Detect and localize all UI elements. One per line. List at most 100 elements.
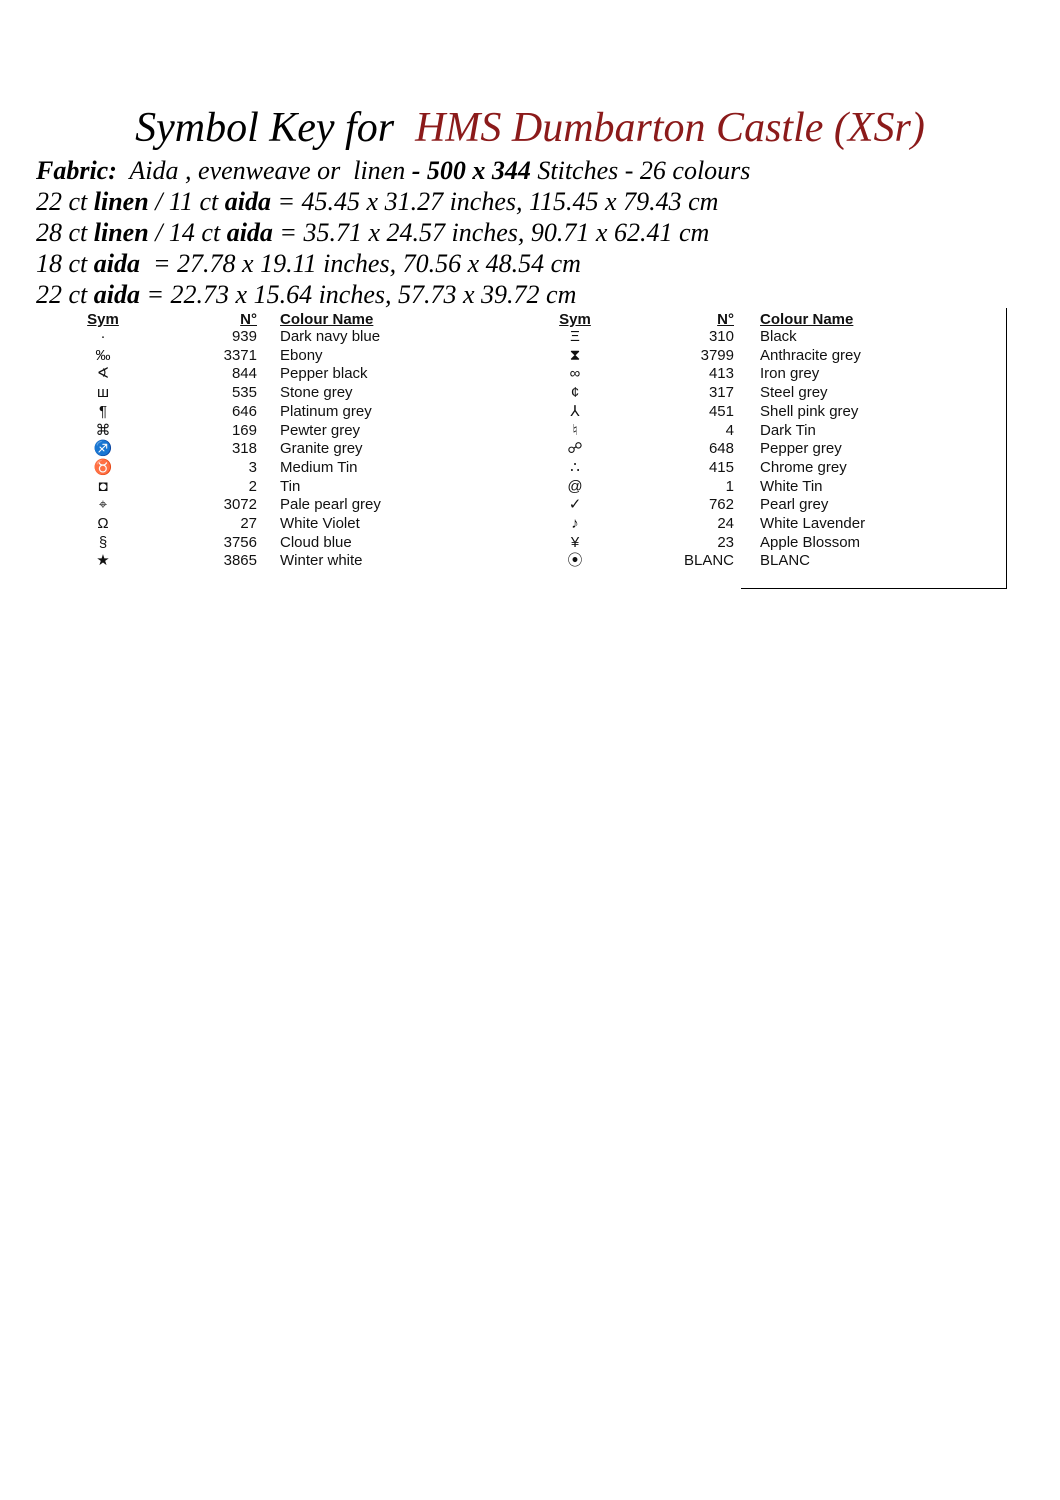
symbol: ♐ [93,440,113,458]
table-border [741,588,1007,589]
fabric-text: Aida , evenweave or linen [116,156,412,185]
symbol: ¢ [570,384,580,402]
floss-number: 646 [231,402,257,420]
colour-name: White Tin [760,477,823,495]
floss-number: 2 [248,477,257,495]
fabric-text: aida [93,280,140,309]
symbol: ш [96,384,110,402]
colour-name: Iron grey [760,365,820,383]
symbol: ♮ [572,421,578,439]
symbol: ∴ [570,458,580,476]
colour-name: White Lavender [760,515,866,532]
symbol: ☍ [567,440,583,458]
floss-number: 23 [717,533,734,551]
floss-number: 4 [725,421,734,439]
colour-name: Pepper grey [760,440,842,458]
symbol: ♉ [93,458,113,476]
colour-name: BLANC [760,552,811,570]
symbol: ‰ [95,346,111,364]
symbol: ★ [96,552,110,570]
floss-number: 415 [708,458,734,476]
colour-name: Pearl grey [760,496,829,514]
colour-name: Pale pearl grey [280,496,381,514]
fabric-line: 28 ct linen / 14 ct aida = 35.71 x 24.57… [36,218,709,248]
floss-number: 535 [231,384,257,402]
floss-number: 451 [708,402,734,420]
colour-name: Apple Blossom [760,533,861,551]
symbol: ∢ [96,365,110,383]
symbol: ¶ [98,402,108,420]
symbol: @ [567,477,583,495]
column-header: Colour Name [760,311,854,328]
fabric-text: = 45.45 x 31.27 inches, 115.45 x 79.43 c… [270,187,719,216]
symbol: ♪ [571,515,579,532]
symbol: Ω [97,515,109,532]
colour-name: Ebony [280,346,323,364]
column-header: Sym [87,311,119,328]
floss-number: 27 [240,515,257,532]
fabric-text: linen [93,187,149,216]
fabric-text: 22 ct [36,280,94,309]
fabric-line: 22 ct linen / 11 ct aida = 45.45 x 31.27… [36,187,718,217]
floss-number: 3756 [223,533,257,551]
floss-number: 3072 [223,496,257,514]
symbol: ⦿ [567,552,583,570]
colour-name: Anthracite grey [760,346,861,364]
fabric-text: aida [226,218,273,247]
colour-name: Medium Tin [280,458,358,476]
fabric-text: = 35.71 x 24.57 inches, 90.71 x 62.41 cm [272,218,710,247]
floss-number: 3371 [223,346,257,364]
fabric-text: aida [224,187,271,216]
title-lead: Symbol Key for [135,105,395,151]
floss-number: 3 [248,458,257,476]
colour-name: Shell pink grey [760,402,859,420]
fabric-text: - 500 x 344 [411,156,531,185]
symbol: § [98,533,108,551]
symbol: ◘ [98,477,108,495]
colour-name: Granite grey [280,440,363,458]
colour-name: Chrome grey [760,458,847,476]
symbol: Ξ [570,328,580,345]
symbol: ∞ [569,365,581,383]
fabric-text: = 22.73 x 15.64 inches, 57.73 x 39.72 cm [140,280,577,309]
floss-number: 24 [717,515,734,532]
colour-name: Pepper black [280,365,368,383]
floss-number: BLANC [683,552,734,570]
symbol: ⅄ [570,402,580,420]
fabric-line: Fabric: Aida , evenweave or linen - 500 … [36,156,750,186]
floss-number: 318 [231,440,257,458]
fabric-text: Fabric: [36,156,117,185]
fabric-text: / 14 ct [148,218,227,247]
floss-number: 310 [708,328,734,345]
colour-name: Black [760,328,797,345]
fabric-text: = 27.78 x 19.11 inches, 70.56 x 48.54 cm [140,249,581,278]
floss-number: 939 [231,328,257,345]
floss-number: 317 [708,384,734,402]
colour-name: Dark navy blue [280,328,381,345]
fabric-text: / 11 ct [148,187,225,216]
colour-name: Steel grey [760,384,828,402]
colour-name: Pewter grey [280,421,361,439]
fabric-text: aida [93,249,140,278]
symbol: ⌘ [95,421,111,439]
floss-number: 3865 [223,552,257,570]
fabric-text: 22 ct [36,187,94,216]
title: Symbol Key for HMS Dumbarton Castle (XSr… [0,104,1060,152]
floss-number: 762 [708,496,734,514]
fabric-line: 18 ct aida = 27.78 x 19.11 inches, 70.56… [36,249,581,279]
fabric-text: Stitches - 26 colours [530,156,751,185]
floss-number: 169 [231,421,257,439]
fabric-text: linen [93,218,149,247]
floss-number: 648 [708,440,734,458]
colour-name: Platinum grey [280,402,372,420]
column-header: Sym [559,311,591,328]
symbol: ✓ [568,496,582,514]
title-name: HMS Dumbarton Castle (XSr) [415,105,925,151]
fabric-line: 22 ct aida = 22.73 x 15.64 inches, 57.73… [36,280,576,310]
colour-name: Cloud blue [280,533,352,551]
colour-name: Tin [280,477,301,495]
table-border [1006,308,1007,589]
column-header: N° [240,311,257,328]
symbol: ⌖ [98,496,108,514]
column-header: Colour Name [280,311,374,328]
